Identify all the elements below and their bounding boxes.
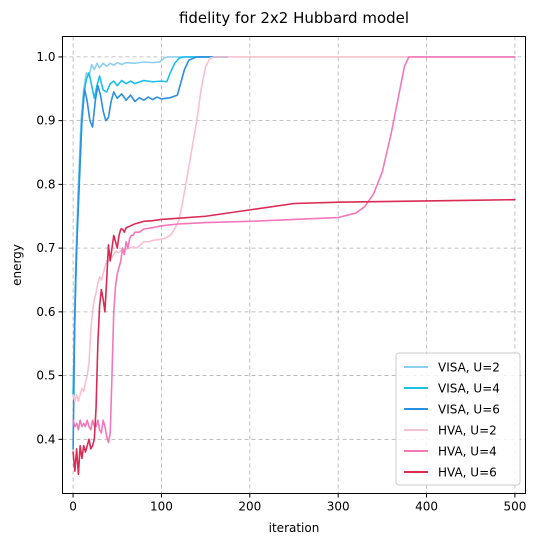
y-tick-label: 0.9 bbox=[36, 114, 55, 128]
y-tick-label: 1.0 bbox=[36, 50, 55, 64]
x-tick-label: 200 bbox=[238, 500, 261, 514]
plot-frame bbox=[62, 36, 526, 494]
series-line-5 bbox=[72, 56, 516, 444]
y-tick-label: 0.5 bbox=[36, 369, 55, 383]
series-line-6 bbox=[72, 198, 516, 476]
x-axis-label: iteration bbox=[269, 521, 320, 535]
legend-label: VISA, U=2 bbox=[438, 361, 500, 375]
y-axis-ticks: 0.4 0.5 0.6 0.7 0.8 0.9 1.0 bbox=[36, 50, 63, 446]
x-tick-label: 100 bbox=[150, 500, 173, 514]
x-axis-ticks: 0 100 200 300 400 500 bbox=[69, 493, 526, 514]
series-line-4 bbox=[72, 56, 516, 402]
x-tick-label: 400 bbox=[415, 500, 438, 514]
y-tick-label: 0.6 bbox=[36, 305, 55, 319]
x-tick-label: 0 bbox=[69, 500, 77, 514]
x-tick-label: 500 bbox=[503, 500, 526, 514]
y-tick-label: 0.4 bbox=[36, 432, 55, 446]
series-layer bbox=[72, 56, 516, 476]
series-line-3 bbox=[72, 56, 229, 450]
chart-title: fidelity for 2x2 Hubbard model bbox=[179, 9, 409, 27]
y-tick-label: 0.7 bbox=[36, 241, 55, 255]
series-line-2 bbox=[72, 56, 229, 396]
y-axis-label: energy bbox=[10, 244, 24, 286]
legend-label: HVA, U=6 bbox=[438, 466, 497, 480]
legend-label: VISA, U=6 bbox=[438, 403, 500, 417]
series-line-1 bbox=[72, 56, 229, 396]
legend-label: HVA, U=4 bbox=[438, 445, 497, 459]
legend-label: HVA, U=2 bbox=[438, 424, 497, 438]
y-tick-label: 0.8 bbox=[36, 177, 55, 191]
legend-label: VISA, U=4 bbox=[438, 382, 500, 396]
x-tick-label: 300 bbox=[327, 500, 350, 514]
legend: VISA, U=2 VISA, U=4 VISA, U=6 HVA, U=2 HVA, … bbox=[395, 352, 521, 486]
